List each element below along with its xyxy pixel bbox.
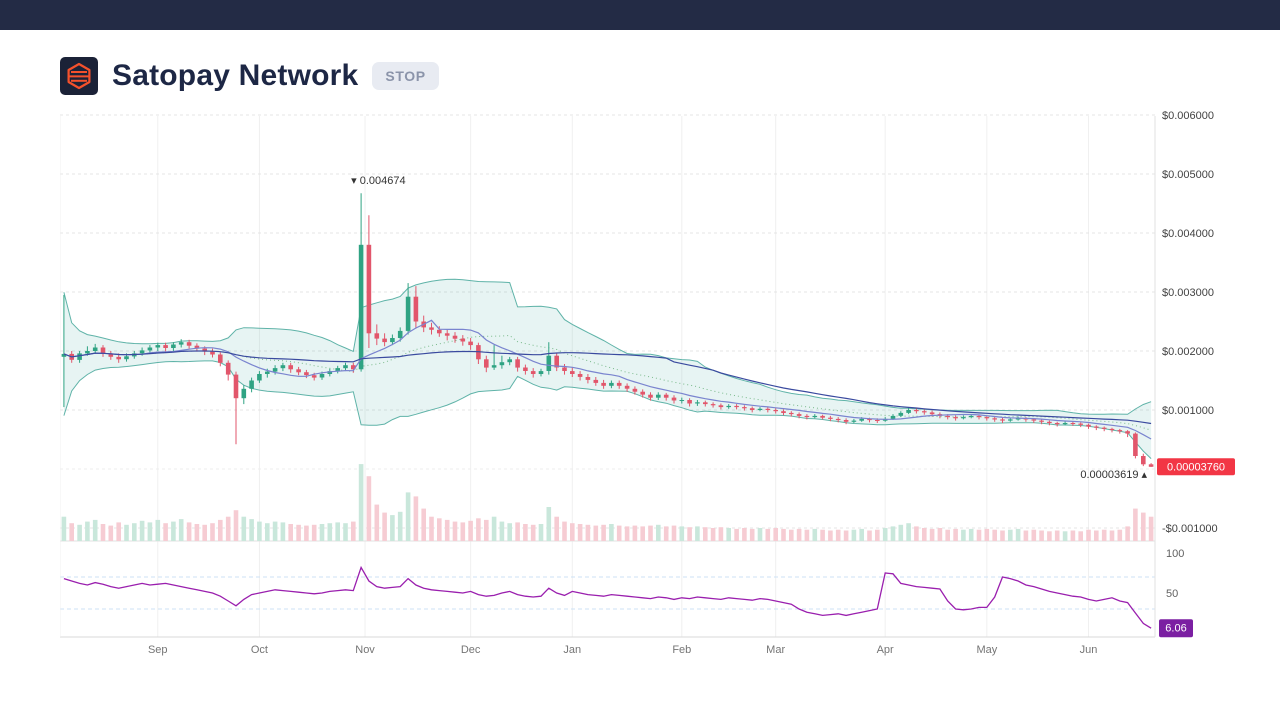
candles	[61, 193, 1154, 467]
bollinger-band	[63, 279, 1152, 459]
svg-text:100: 100	[1166, 548, 1184, 560]
svg-text:Oct: Oct	[251, 644, 268, 656]
rsi-axis-labels: 100 50	[1166, 548, 1184, 600]
page-title: Satopay Network	[112, 59, 359, 92]
bollinger-upper-line	[63, 278, 1152, 415]
svg-text:Mar: Mar	[766, 644, 785, 656]
rsi-line	[63, 565, 1152, 629]
rsi-value-badge: 6.06	[1159, 619, 1193, 638]
svg-text:Jan: Jan	[563, 644, 581, 656]
last-price-badge: 0.00003760	[1157, 458, 1235, 476]
svg-text:Nov: Nov	[355, 644, 375, 656]
svg-text:Sep: Sep	[148, 644, 168, 656]
high-annotation: ▾ 0.004674	[351, 175, 405, 187]
svg-text:▾ 0.004674: ▾ 0.004674	[351, 175, 405, 187]
chart-canvas[interactable]: $0.006000 $0.005000 $0.004000 $0.003000 $0.0…	[59, 110, 1240, 666]
bollinger-lower-line	[63, 360, 1152, 459]
ma-slow-line	[63, 350, 1152, 425]
ma-fast-line	[63, 319, 1152, 440]
svg-text:Jun: Jun	[1080, 644, 1098, 656]
svg-text:$0.002000: $0.002000	[1162, 346, 1214, 358]
low-annotation: 0.00003619 ▴	[1080, 469, 1147, 481]
satopay-logo-icon	[60, 57, 98, 95]
svg-text:$0.003000: $0.003000	[1162, 287, 1214, 299]
satopay-logo	[60, 57, 98, 95]
svg-text:$0.005000: $0.005000	[1162, 169, 1214, 181]
svg-text:$0.001000: $0.001000	[1162, 405, 1214, 417]
svg-text:$0.004000: $0.004000	[1162, 228, 1214, 240]
top-navigation-bar	[0, 0, 1280, 30]
svg-text:Apr: Apr	[877, 644, 894, 656]
price-chart[interactable]: $0.006000 $0.005000 $0.004000 $0.003000 $0.0…	[59, 110, 1240, 666]
svg-text:$0.006000: $0.006000	[1162, 110, 1214, 122]
svg-text:50: 50	[1166, 588, 1178, 600]
svg-text:0.00003619 ▴: 0.00003619 ▴	[1080, 469, 1147, 481]
svg-text:Dec: Dec	[461, 644, 481, 656]
volume-bars	[61, 464, 1154, 542]
page-header: Satopay Network STOP	[60, 57, 439, 95]
month-axis-labels: Sep Oct Nov Dec Jan Feb Mar Apr May Jun	[148, 644, 1097, 656]
svg-text:6.06: 6.06	[1165, 623, 1186, 635]
price-axis-labels: $0.006000 $0.005000 $0.004000 $0.003000 $0.0…	[1162, 110, 1218, 535]
svg-text:0.00003760: 0.00003760	[1167, 461, 1225, 473]
svg-text:May: May	[976, 644, 997, 656]
svg-text:Feb: Feb	[672, 644, 691, 656]
svg-text:-$0.001000: -$0.001000	[1162, 523, 1218, 535]
ticker-badge: STOP	[372, 62, 439, 90]
